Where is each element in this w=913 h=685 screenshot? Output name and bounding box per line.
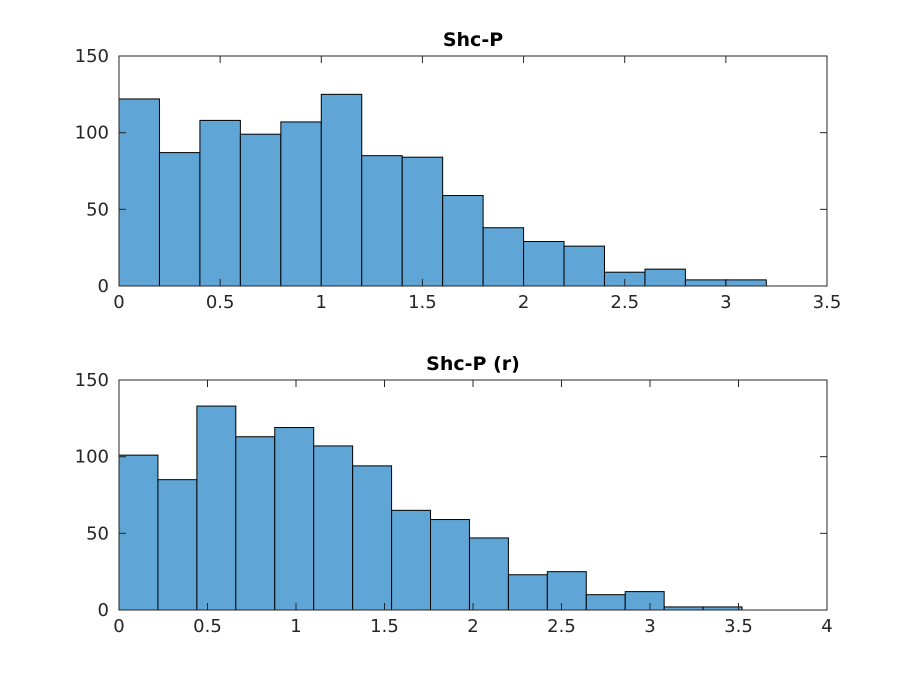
histogram-bar bbox=[239, 133, 282, 287]
histogram-bar bbox=[313, 445, 354, 611]
histogram-bar bbox=[468, 537, 509, 611]
histogram-shc-p: 0 0.5 1 1.5 2 2.5 3 3.5 0 50 100 150 Shc-P bbox=[75, 29, 842, 313]
y-tick-label: 50 bbox=[86, 199, 109, 220]
x-tick-label: 1 bbox=[290, 616, 301, 637]
histogram-bar bbox=[158, 152, 201, 287]
histogram-bar bbox=[352, 465, 393, 611]
x-tick-label: 2.5 bbox=[610, 292, 639, 313]
histogram-bar bbox=[684, 279, 727, 287]
x-tick-label: 2 bbox=[518, 292, 529, 313]
histogram-bar bbox=[199, 119, 241, 287]
y-tick-label: 50 bbox=[86, 523, 109, 544]
y-tick-label: 150 bbox=[75, 46, 109, 67]
histogram-bar bbox=[157, 479, 198, 611]
x-tick-label: 1 bbox=[316, 292, 327, 313]
histogram-bar bbox=[624, 591, 665, 611]
x-tick-label: 2 bbox=[467, 616, 478, 637]
histogram-bar bbox=[442, 195, 484, 287]
x-tick-label: 0 bbox=[113, 616, 124, 637]
histogram-bar bbox=[430, 519, 470, 611]
x-tick-label: 0.5 bbox=[193, 616, 222, 637]
histogram-bar bbox=[644, 268, 686, 287]
histogram-bar bbox=[401, 156, 444, 287]
x-tick-label: 0 bbox=[113, 292, 124, 313]
y-tick-label: 0 bbox=[98, 276, 109, 297]
histogram-bar bbox=[391, 509, 432, 611]
histogram-bar bbox=[507, 574, 548, 611]
histogram-bar bbox=[361, 155, 403, 287]
histogram-bar bbox=[563, 245, 605, 287]
x-tick-label: 0.5 bbox=[206, 292, 235, 313]
histogram-bar bbox=[725, 279, 767, 287]
histogram-bar bbox=[320, 93, 363, 287]
histogram-bar bbox=[546, 571, 587, 611]
x-tick-label: 3.5 bbox=[724, 616, 753, 637]
chart-title: Shc-P (r) bbox=[426, 353, 520, 375]
histogram-bar bbox=[274, 427, 315, 611]
histogram-bar bbox=[235, 436, 276, 611]
y-tick-label: 100 bbox=[75, 447, 109, 468]
x-tick-label: 3.5 bbox=[813, 292, 842, 313]
y-tick-label: 150 bbox=[75, 370, 109, 391]
x-tick-label: 1.5 bbox=[408, 292, 437, 313]
histogram-bar bbox=[585, 594, 626, 611]
histogram-bar bbox=[482, 227, 525, 287]
axes-frame bbox=[118, 55, 828, 287]
x-tick-label: 3 bbox=[644, 616, 655, 637]
histogram-bar bbox=[118, 98, 160, 287]
x-tick-label: 1.5 bbox=[370, 616, 399, 637]
histogram-bar bbox=[196, 405, 237, 611]
x-tick-label: 3 bbox=[720, 292, 731, 313]
x-tick-label: 2.5 bbox=[547, 616, 576, 637]
histogram-bar bbox=[118, 454, 159, 611]
histogram-bar bbox=[523, 241, 565, 287]
histogram-bar bbox=[280, 121, 322, 287]
histogram-shc-p-r: 0 0.5 1 1.5 2 2.5 3 3.5 4 0 50 100 150 Shc-P (r) bbox=[75, 353, 833, 637]
y-tick-label: 0 bbox=[98, 600, 109, 621]
y-tick-label: 100 bbox=[75, 123, 109, 144]
chart-title: Shc-P bbox=[443, 29, 503, 51]
x-tick-label: 4 bbox=[821, 616, 832, 637]
